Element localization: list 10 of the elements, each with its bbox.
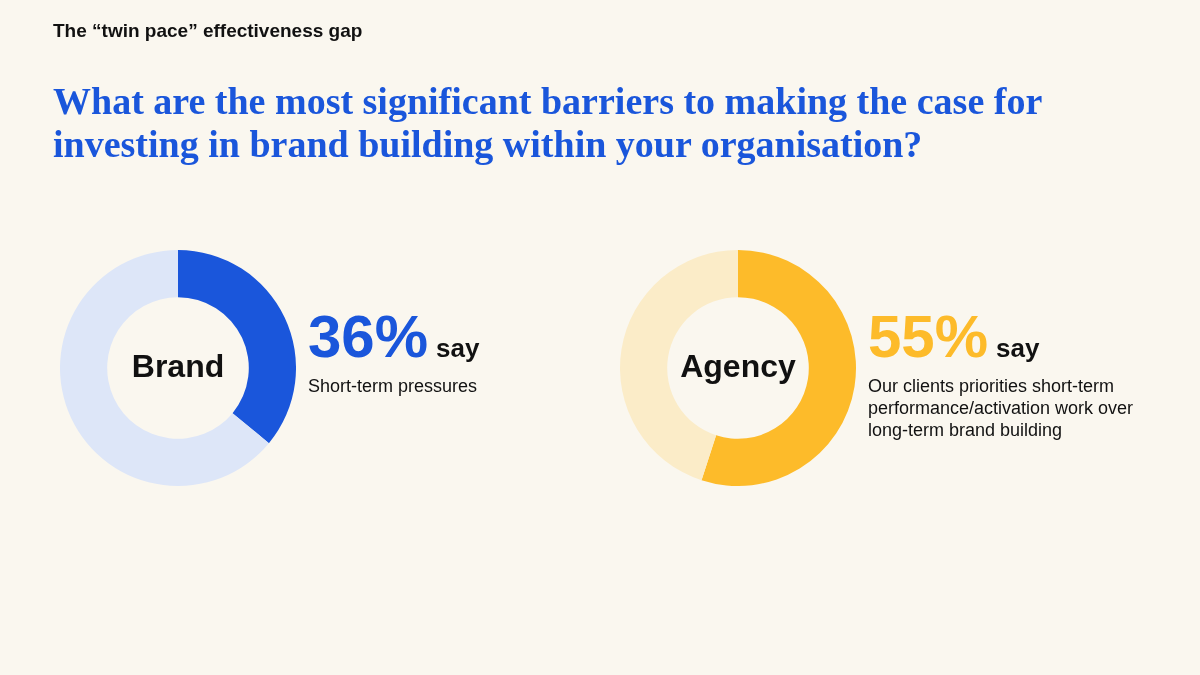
text: Agency — [680, 347, 796, 384]
text: say — [436, 333, 480, 363]
data-label: 55% — [868, 303, 989, 370]
text: say — [996, 333, 1040, 363]
data-label: 36% — [308, 303, 429, 370]
text: Short-term pressures — [308, 375, 479, 397]
text: The “twin pace” effectiveness gap — [53, 20, 364, 42]
text: Our clients priorities short-term performance/activation work over long-term brand building — [868, 375, 1135, 441]
text: Brand — [131, 347, 225, 384]
text: What are the most significant barriers to making the case for investing in brand building within your organisation? — [53, 80, 1043, 166]
